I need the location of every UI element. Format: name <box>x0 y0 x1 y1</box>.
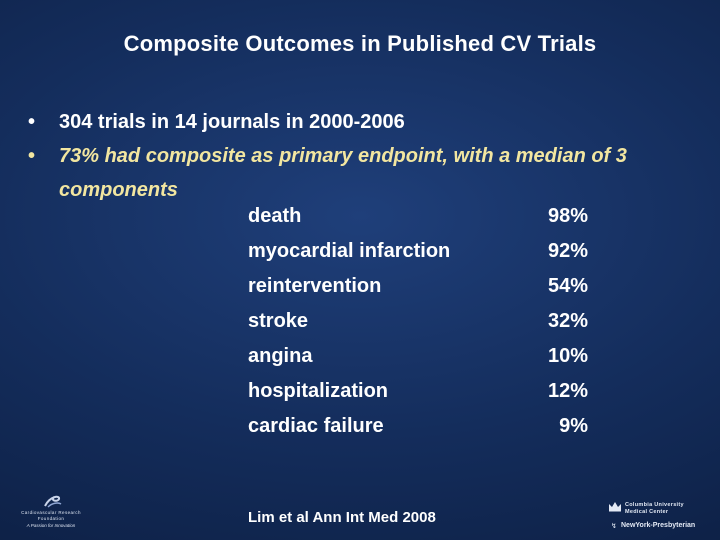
crf-logo-tagline: A Passion for Innovation <box>26 523 76 528</box>
nyp-mark-icon: ↯ <box>611 523 617 530</box>
outcome-row: stroke 32% <box>248 304 588 339</box>
outcome-row: reintervention 54% <box>248 269 588 304</box>
columbia-logo-line: Columbia University <box>625 502 684 508</box>
outcome-row: cardiac failure 9% <box>248 409 588 444</box>
columbia-logo-text: Columbia University Medical Center <box>625 502 684 516</box>
slide-title: Composite Outcomes in Published CV Trial… <box>123 31 597 56</box>
bullet-marker: • <box>28 111 36 133</box>
outcome-value: 10% <box>547 345 588 367</box>
outcome-row: death 98% <box>248 199 588 234</box>
bullet-item: • 73% had composite as primary endpoint,… <box>28 139 708 207</box>
outcome-value: 32% <box>547 310 588 332</box>
crf-swoosh-icon <box>44 495 62 508</box>
outcome-value: 54% <box>547 275 588 297</box>
nyp-logo-text: NewYork-Presbyterian <box>621 522 696 529</box>
bullet-text: 304 trials in 14 journals in 2000-2006 <box>59 111 405 133</box>
crf-logo: Cardiovascular Research Foundation A Pas… <box>12 494 92 534</box>
columbia-logo-line: Medical Center <box>625 509 669 515</box>
citation: Lim et al Ann Int Med 2008 <box>248 509 436 526</box>
columbia-nyp-logo: Columbia University Medical Center ↯ New… <box>608 500 718 534</box>
bullet-marker: • <box>28 145 36 167</box>
outcome-value: 9% <box>559 415 588 437</box>
outcome-label: cardiac failure <box>248 415 384 437</box>
outcome-label: reintervention <box>248 275 382 297</box>
outcome-label: hospitalization <box>248 380 388 402</box>
outcome-table: death 98% myocardial infarction 92% rein… <box>248 199 588 444</box>
outcome-value: 92% <box>547 240 588 262</box>
outcome-label: stroke <box>248 310 309 332</box>
outcome-label: death <box>248 205 302 227</box>
outcome-row: myocardial infarction 92% <box>248 234 588 269</box>
columbia-crown-icon <box>609 502 621 512</box>
outcome-row: angina 10% <box>248 339 588 374</box>
bullet-text: 73% had composite as primary endpoint, w… <box>59 145 627 201</box>
outcome-value: 12% <box>547 380 588 402</box>
crf-logo-name: Cardiovascular Research Foundation <box>21 510 81 521</box>
outcome-row: hospitalization 12% <box>248 374 588 409</box>
outcome-label: angina <box>248 345 313 367</box>
bullet-item: • 304 trials in 14 journals in 2000-2006 <box>28 105 708 139</box>
outcome-label: myocardial infarction <box>248 240 451 262</box>
outcome-value: 98% <box>547 205 588 227</box>
bullet-list: • 304 trials in 14 journals in 2000-2006… <box>28 105 708 207</box>
